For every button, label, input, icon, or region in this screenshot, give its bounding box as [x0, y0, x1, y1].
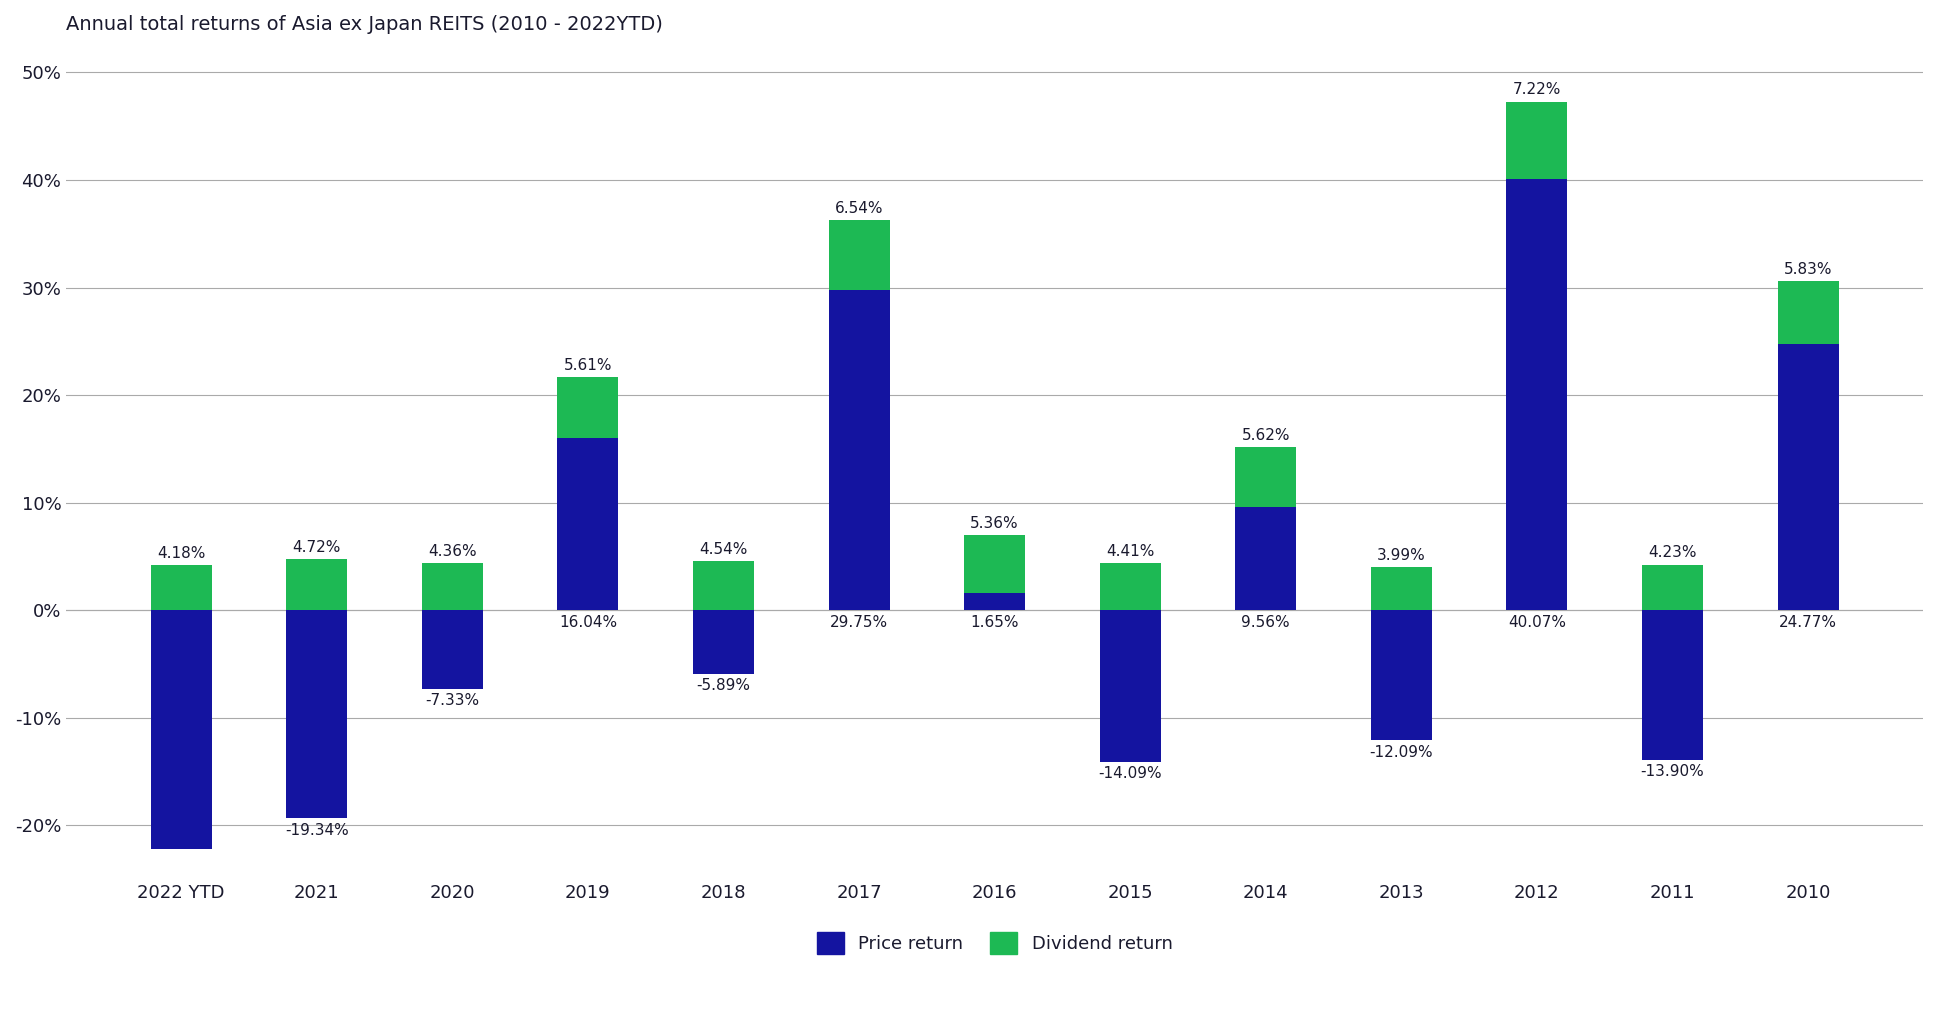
Text: -14.09%: -14.09%: [1099, 766, 1163, 782]
Bar: [1506, 179, 1568, 611]
Bar: [1099, 611, 1161, 762]
Bar: [963, 592, 1025, 611]
Bar: [151, 611, 211, 849]
Bar: [422, 564, 483, 611]
Text: 24.77%: 24.77%: [1779, 615, 1837, 629]
Text: 4.72%: 4.72%: [293, 540, 341, 555]
Text: 4.23%: 4.23%: [1647, 545, 1698, 561]
Bar: [1777, 281, 1839, 344]
Legend: Price return, Dividend return: Price return, Dividend return: [810, 925, 1180, 962]
Bar: [1506, 101, 1568, 179]
Bar: [1235, 507, 1297, 611]
Bar: [287, 560, 347, 611]
Bar: [829, 220, 890, 291]
Bar: [1777, 344, 1839, 611]
Text: 40.07%: 40.07%: [1508, 615, 1566, 629]
Text: 5.61%: 5.61%: [564, 358, 612, 373]
Text: 4.41%: 4.41%: [1107, 543, 1155, 559]
Text: 5.62%: 5.62%: [1242, 428, 1291, 443]
Bar: [829, 291, 890, 611]
Text: 4.36%: 4.36%: [428, 544, 477, 559]
Text: 4.54%: 4.54%: [700, 542, 748, 558]
Text: 3.99%: 3.99%: [1378, 548, 1426, 563]
Text: -12.09%: -12.09%: [1370, 745, 1434, 760]
Text: Annual total returns of Asia ex Japan REITS (2010 - 2022YTD): Annual total returns of Asia ex Japan RE…: [66, 15, 663, 34]
Text: -19.34%: -19.34%: [285, 822, 349, 838]
Bar: [1370, 568, 1432, 611]
Text: 9.56%: 9.56%: [1242, 615, 1291, 629]
Text: -5.89%: -5.89%: [696, 678, 750, 693]
Text: 6.54%: 6.54%: [835, 201, 884, 216]
Text: -7.33%: -7.33%: [424, 694, 479, 709]
Bar: [1235, 447, 1297, 507]
Text: 1.65%: 1.65%: [971, 615, 1019, 629]
Bar: [1099, 563, 1161, 611]
Text: 4.18%: 4.18%: [157, 546, 205, 561]
Bar: [1641, 565, 1704, 611]
Text: 5.83%: 5.83%: [1783, 262, 1831, 277]
Bar: [694, 611, 754, 673]
Bar: [151, 566, 211, 611]
Text: 5.36%: 5.36%: [971, 516, 1019, 531]
Text: 16.04%: 16.04%: [558, 615, 616, 629]
Bar: [422, 611, 483, 690]
Bar: [694, 562, 754, 611]
Bar: [558, 438, 618, 611]
Bar: [1370, 611, 1432, 741]
Bar: [287, 611, 347, 818]
Text: -13.90%: -13.90%: [1641, 764, 1704, 780]
Bar: [963, 535, 1025, 592]
Text: 7.22%: 7.22%: [1514, 82, 1562, 97]
Bar: [558, 377, 618, 438]
Text: 29.75%: 29.75%: [829, 615, 888, 629]
Bar: [1641, 611, 1704, 760]
